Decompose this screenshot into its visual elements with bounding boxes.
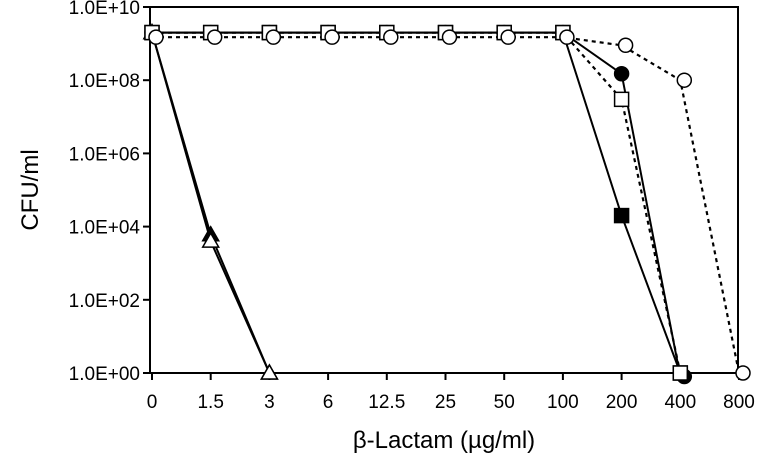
series-4-line	[152, 36, 741, 374]
point-filled-circle	[613, 66, 630, 82]
x-tick-label: 3	[264, 392, 275, 413]
series-2-line	[152, 31, 682, 377]
x-tick-label: 12.5	[368, 392, 405, 413]
series-markers	[142, 23, 751, 385]
x-tick-label: 100	[547, 392, 579, 413]
x-tick-label: 400	[664, 392, 696, 413]
plot-frame	[149, 6, 739, 374]
point-open-circle	[735, 365, 751, 381]
point-open-circle	[676, 72, 693, 88]
point-open-circle	[206, 29, 223, 45]
point-open-circle	[324, 29, 340, 45]
point-open-square	[672, 365, 689, 381]
point-open-square	[613, 91, 630, 108]
series-6-line	[151, 32, 271, 374]
y-tick-label: 1.0E+10	[69, 0, 140, 19]
x-tick-label: 0	[147, 392, 158, 413]
point-open-circle	[500, 29, 516, 45]
x-axis-ticks: 0 1.5 3 6 12.5 25 50 100 200 400 800	[147, 373, 755, 413]
x-tick-label: 1.5	[197, 392, 223, 413]
point-open-circle	[265, 29, 282, 45]
x-tick-label: 25	[435, 392, 456, 413]
series-5-line	[151, 32, 271, 374]
y-tick-label: 1.0E+02	[69, 291, 140, 312]
y-axis-title: CFU/ml	[17, 149, 44, 230]
point-open-circle	[383, 29, 399, 45]
x-axis-title: β-Lactam (µg/ml)	[353, 427, 535, 454]
point-filled-square	[613, 207, 630, 224]
y-tick-label: 1.0E+00	[69, 364, 140, 385]
x-tick-label: 6	[323, 392, 334, 413]
point-open-triangle	[201, 231, 220, 248]
x-tick-label: 50	[494, 392, 515, 413]
point-open-circle	[441, 29, 458, 45]
point-open-circle	[148, 29, 164, 45]
series-lines	[151, 31, 741, 377]
y-tick-label: 1.0E+06	[69, 144, 140, 165]
y-tick-label: 1.0E+04	[69, 218, 141, 239]
series-3-line	[152, 31, 682, 374]
point-open-circle	[559, 29, 575, 45]
x-tick-label: 800	[723, 392, 755, 413]
y-tick-label: 1.0E+08	[69, 71, 140, 92]
x-tick-label: 200	[606, 392, 638, 413]
point-open-triangle	[260, 363, 279, 380]
point-open-circle	[617, 37, 634, 54]
y-axis-ticks: 1.0E+00 1.0E+02 1.0E+04 1.0E+06 1.0E+08 1.0E+…	[69, 0, 150, 385]
series-1-line	[152, 31, 682, 374]
